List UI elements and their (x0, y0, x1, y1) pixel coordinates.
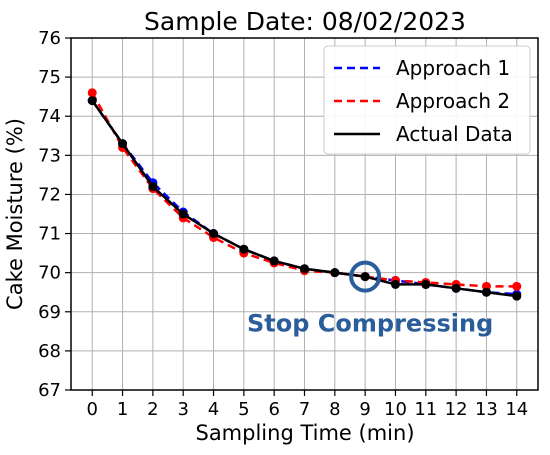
data-point (178, 209, 188, 219)
y-tick-label: 72 (38, 184, 61, 205)
series-actual-data (87, 96, 522, 301)
y-tick-label: 75 (38, 67, 61, 88)
x-tick-label: 7 (299, 399, 310, 420)
x-tick-label: 12 (445, 399, 468, 420)
x-tick-label: 9 (359, 399, 370, 420)
series-group (87, 88, 522, 301)
y-tick-label: 67 (38, 380, 61, 401)
data-point (300, 264, 309, 274)
x-axis-label: Sampling Time (min) (195, 421, 414, 445)
data-point (512, 281, 522, 291)
data-point (269, 256, 279, 266)
data-point (330, 268, 340, 278)
legend-box (323, 45, 531, 155)
legend-label: Approach 2 (396, 89, 510, 113)
legend: Approach 1 Approach 2 Actual Data (323, 45, 531, 155)
y-tick-label: 70 (38, 263, 61, 284)
annotation: Stop Compressing (247, 260, 493, 338)
data-point (148, 182, 158, 192)
x-tick-label: 6 (268, 399, 279, 420)
data-point (481, 287, 491, 297)
data-point (87, 88, 97, 98)
x-tick-label: 10 (384, 399, 407, 420)
x-tick-label: 13 (475, 399, 498, 420)
x-tick-label: 14 (505, 399, 528, 420)
x-tick-label: 4 (208, 399, 219, 420)
data-point (87, 96, 97, 106)
y-tick-label: 73 (38, 145, 61, 166)
data-point (421, 279, 431, 289)
stop-marker-circle (349, 260, 382, 293)
y-tick-label: 69 (38, 302, 61, 323)
x-axis-ticks: 0 1 2 3 4 5 6 7 8 9 10 11 12 13 14 (87, 390, 528, 420)
data-point (118, 139, 128, 149)
y-axis-label: Cake Moisture (%) (3, 118, 27, 310)
data-point (512, 291, 522, 301)
annotation-label: Stop Compressing (247, 310, 493, 338)
y-tick-label: 68 (38, 341, 61, 362)
data-point (360, 272, 370, 282)
data-point (390, 279, 400, 289)
x-tick-label: 8 (329, 399, 340, 420)
legend-label: Actual Data (396, 122, 513, 146)
data-point (451, 283, 461, 293)
y-axis-ticks: 67 68 69 70 71 72 73 74 75 76 (38, 28, 71, 401)
y-tick-label: 71 (38, 224, 61, 245)
x-tick-label: 3 (177, 399, 188, 420)
data-point (239, 244, 249, 254)
x-tick-label: 5 (238, 399, 249, 420)
data-point (209, 229, 219, 239)
x-tick-label: 2 (147, 399, 158, 420)
y-tick-label: 76 (38, 28, 61, 49)
x-tick-label: 0 (87, 399, 98, 420)
x-tick-label: 1 (117, 399, 128, 420)
chart-title: Sample Date: 08/02/2023 (144, 7, 466, 36)
x-tick-label: 11 (414, 399, 437, 420)
legend-label: Approach 1 (396, 56, 510, 80)
y-tick-label: 74 (38, 106, 61, 127)
